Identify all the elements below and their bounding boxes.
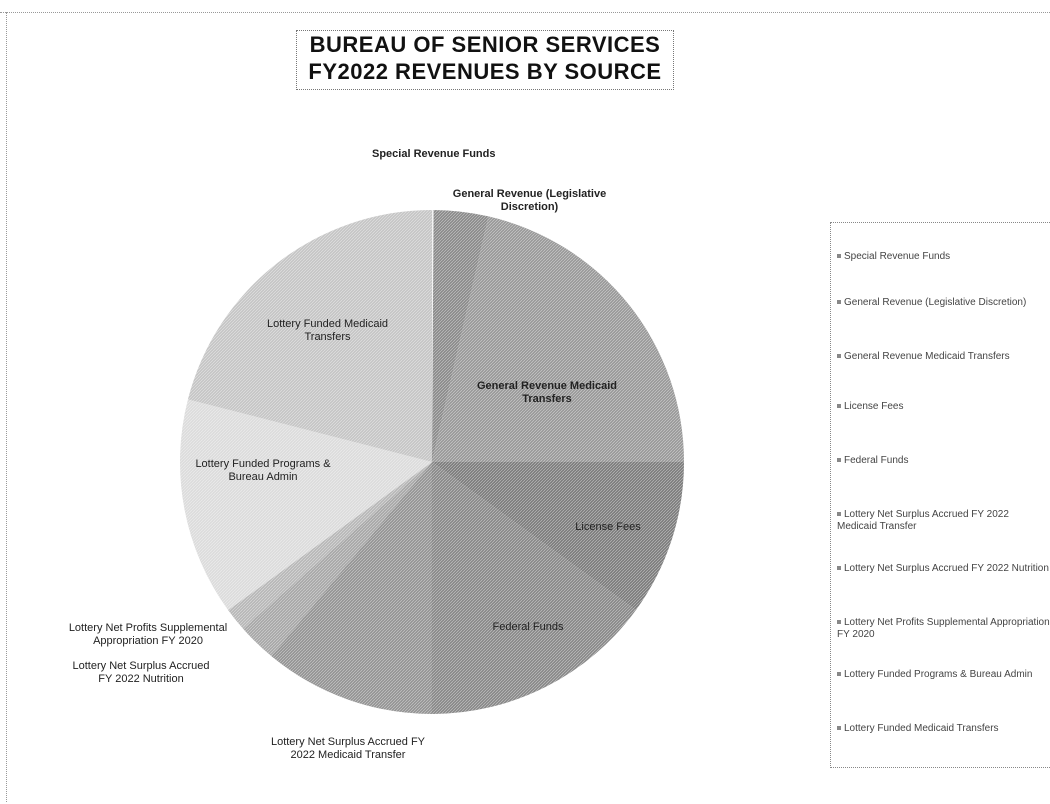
- legend-label: General Revenue (Legislative Discretion): [844, 297, 1027, 308]
- pie-label-general-revenue-legislative: General Revenue (Legislative Discretion): [452, 188, 607, 213]
- pie-slice-texture-4: [432, 462, 636, 714]
- legend-item: Lottery Net Surplus Accrued FY 2022 Nutr…: [837, 563, 1050, 575]
- pie-label-lottery-net-profits-supplemental: Lottery Net Profits Supplemental Appropr…: [68, 622, 228, 647]
- pie-label-lottery-net-surplus-nutrition: Lottery Net Surplus Accrued FY 2022 Nutr…: [72, 660, 210, 685]
- legend-item: Lottery Net Profits Supplemental Appropr…: [837, 617, 1050, 641]
- legend-swatch: [837, 672, 841, 677]
- pie-slice-texture-5: [271, 462, 432, 714]
- legend-item: License Fees: [837, 401, 1050, 413]
- legend-label: License Fees: [844, 401, 904, 412]
- pie-label-lottery-net-surplus-medicaid: Lottery Net Surplus Accrued FY 2022 Medi…: [270, 736, 426, 761]
- legend-label: Lottery Net Profits Supplemental Appropr…: [837, 617, 1050, 640]
- pie-label-special-revenue-funds: Special Revenue Funds: [372, 148, 496, 160]
- legend-label: Lottery Net Surplus Accrued FY 2022 Nutr…: [844, 563, 1049, 574]
- frame-left-border: [6, 12, 7, 802]
- pie-slice-texture-6: [242, 462, 432, 657]
- pie-label-lottery-funded-programs: Lottery Funded Programs & Bureau Admin: [195, 458, 331, 483]
- pie-label-lottery-funded-medicaid: Lottery Funded Medicaid Transfers: [266, 318, 389, 343]
- legend-label: Federal Funds: [844, 455, 909, 466]
- frame-top-border: [0, 12, 1050, 13]
- legend-swatch: [837, 620, 841, 625]
- pie-slice-texture-7: [228, 462, 432, 629]
- legend-item: General Revenue (Legislative Discretion): [837, 297, 1050, 309]
- legend-label: Special Revenue Funds: [844, 251, 951, 262]
- legend-label: Lottery Funded Medicaid Transfers: [844, 723, 999, 734]
- legend-item: General Revenue Medicaid Transfers: [837, 351, 1050, 363]
- legend-item: Federal Funds: [837, 455, 1050, 467]
- legend-swatch: [837, 458, 841, 463]
- chart-legend: Special Revenue Funds General Revenue (L…: [830, 222, 1050, 768]
- chart-title-line-1: BUREAU OF SENIOR SERVICES: [309, 32, 661, 57]
- legend-item: Lottery Net Surplus Accrued FY 2022 Medi…: [837, 509, 1050, 533]
- legend-label: Lottery Funded Programs & Bureau Admin: [844, 669, 1033, 680]
- legend-swatch: [837, 254, 841, 259]
- legend-swatch: [837, 404, 841, 409]
- legend-item: Lottery Funded Programs & Bureau Admin: [837, 669, 1050, 681]
- pie-slice-texture-0: [432, 209, 434, 462]
- pie-slice-texture-2: [432, 216, 684, 462]
- pie-slice-texture-9: [187, 210, 432, 462]
- legend-item: Special Revenue Funds: [837, 251, 1050, 263]
- pie-slice-texture-1: [432, 210, 489, 462]
- legend-label: General Revenue Medicaid Transfers: [844, 351, 1010, 362]
- legend-swatch: [837, 566, 841, 571]
- pie-slice-texture-8: [180, 399, 432, 611]
- legend-swatch: [837, 512, 841, 517]
- pie-label-federal-funds: Federal Funds: [492, 621, 564, 633]
- legend-swatch: [837, 300, 841, 305]
- legend-swatch: [837, 726, 841, 731]
- chart-title-line-2: FY2022 REVENUES BY SOURCE: [308, 59, 662, 84]
- legend-label: Lottery Net Surplus Accrued FY 2022 Medi…: [837, 509, 1009, 532]
- pie-label-general-revenue-medicaid: General Revenue Medicaid Transfers: [477, 380, 617, 405]
- legend-swatch: [837, 354, 841, 359]
- chart-title: BUREAU OF SENIOR SERVICES FY2022 REVENUE…: [296, 30, 674, 90]
- pie-label-license-fees: License Fees: [575, 521, 641, 533]
- pie-slice-texture-3: [432, 462, 684, 611]
- legend-item: Lottery Funded Medicaid Transfers: [837, 723, 1050, 735]
